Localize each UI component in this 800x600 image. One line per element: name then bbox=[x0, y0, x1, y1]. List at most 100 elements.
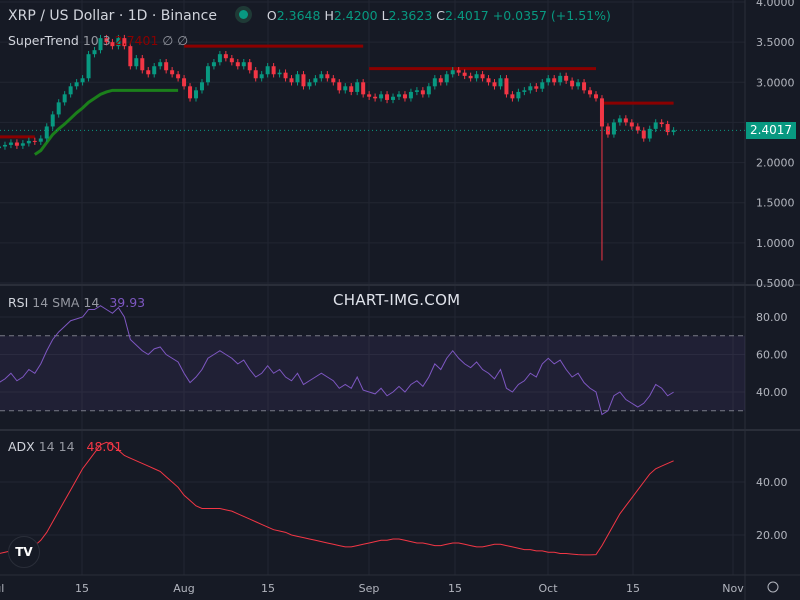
candle-body bbox=[104, 38, 109, 43]
candle-body bbox=[594, 94, 598, 99]
candle-body bbox=[2, 144, 7, 147]
candle-body bbox=[307, 82, 312, 87]
time-tick-label: 15 bbox=[448, 582, 462, 595]
time-tick-label: 15 bbox=[75, 582, 89, 595]
candle-body bbox=[211, 62, 216, 67]
tradingview-logo-icon[interactable]: TV bbox=[8, 536, 40, 568]
candle-body bbox=[223, 54, 228, 59]
supertrend-value: 2.7401 bbox=[114, 33, 159, 48]
time-tick-label: 15 bbox=[626, 582, 640, 595]
low-value: 2.3623 bbox=[388, 8, 433, 23]
candle-body bbox=[385, 94, 390, 100]
candle-body bbox=[62, 94, 67, 103]
candle-body bbox=[146, 70, 151, 75]
candle-body bbox=[152, 66, 157, 75]
close-value: 2.4017 bbox=[445, 8, 489, 23]
candle-body bbox=[38, 138, 43, 142]
time-tick-label: 15 bbox=[261, 582, 275, 595]
candle-body bbox=[188, 86, 193, 99]
candle-body bbox=[671, 130, 676, 133]
time-tick-label: Nov bbox=[722, 582, 744, 595]
candle-body bbox=[653, 122, 658, 129]
candle-body bbox=[558, 75, 563, 83]
candle-body bbox=[56, 102, 61, 115]
candle-body bbox=[343, 86, 348, 91]
candle-body bbox=[438, 78, 443, 83]
supertrend-line bbox=[33, 88, 179, 156]
price-tick-label: 0.5000 bbox=[756, 277, 795, 290]
adx-params: 14 14 bbox=[38, 439, 75, 454]
price-tick-label: 1.5000 bbox=[756, 197, 795, 210]
candle-body bbox=[176, 74, 181, 79]
candle-body bbox=[122, 38, 127, 47]
candle-body bbox=[367, 94, 372, 97]
candle-body bbox=[420, 90, 425, 95]
candle-body bbox=[277, 72, 282, 75]
candle-body bbox=[444, 74, 449, 83]
candle-body bbox=[253, 70, 258, 79]
candle-body bbox=[391, 96, 396, 100]
rsi-tick-label: 40.00 bbox=[756, 386, 788, 399]
rsi-name: RSI bbox=[8, 295, 29, 310]
time-tick-label: Oct bbox=[538, 582, 558, 595]
candle-body bbox=[426, 86, 431, 95]
adx-tick-label: 20.00 bbox=[756, 529, 788, 542]
candle-body bbox=[158, 62, 163, 67]
adx-value: 48.01 bbox=[86, 439, 123, 454]
settings-gear-icon[interactable] bbox=[767, 581, 779, 593]
candle-body bbox=[110, 42, 115, 47]
candle-body bbox=[611, 122, 616, 135]
rsi-legend[interactable]: RSI 14 SMA 14 39.93 bbox=[8, 295, 145, 310]
candle-body bbox=[74, 82, 79, 87]
adx-tick-label: 40.00 bbox=[756, 476, 788, 489]
price-tick-label: 4.0000 bbox=[756, 0, 795, 9]
candle-body bbox=[8, 142, 13, 145]
symbol-title[interactable]: XRP / US Dollar · 1D · Binance bbox=[8, 8, 217, 24]
candle-body bbox=[623, 118, 628, 123]
market-status-icon bbox=[239, 10, 249, 19]
candle-body bbox=[396, 94, 401, 97]
candle-body bbox=[271, 66, 276, 75]
candle-body bbox=[182, 78, 187, 87]
candle-body bbox=[588, 90, 593, 95]
supertrend-legend[interactable]: SuperTrend 10 3 2.7401 ∅ ∅ bbox=[8, 33, 188, 48]
candle-body bbox=[217, 54, 222, 63]
candle-body bbox=[576, 82, 581, 87]
candle-body bbox=[134, 58, 139, 67]
candle-body bbox=[450, 70, 455, 75]
candle-body bbox=[379, 94, 384, 99]
candle-body bbox=[540, 82, 545, 89]
price-tick-label: 3.5000 bbox=[756, 36, 795, 49]
candle-body bbox=[617, 118, 622, 123]
watermark: CHART-IMG.COM bbox=[333, 291, 461, 309]
candle-body bbox=[408, 91, 413, 99]
candle-body bbox=[546, 78, 551, 83]
candle-body bbox=[50, 114, 55, 127]
candle-body bbox=[349, 86, 354, 92]
candle-body bbox=[462, 72, 467, 76]
rsi-tick-label: 80.00 bbox=[756, 311, 788, 324]
candle-body bbox=[659, 122, 664, 125]
candle-body bbox=[510, 94, 515, 99]
candle-body bbox=[486, 78, 491, 83]
candle-body bbox=[164, 62, 169, 71]
rsi-band bbox=[0, 335, 745, 411]
close-label: C bbox=[436, 8, 446, 23]
candle-body bbox=[498, 78, 503, 87]
candle-body bbox=[283, 72, 288, 79]
candle-body bbox=[504, 78, 509, 95]
adx-legend[interactable]: ADX 14 14 48.01 bbox=[8, 439, 122, 454]
candle-body bbox=[313, 78, 318, 83]
candle-body bbox=[522, 90, 527, 92]
candle-body bbox=[480, 74, 485, 79]
candle-body bbox=[44, 126, 49, 139]
candle-body bbox=[229, 58, 234, 63]
candle-body bbox=[456, 70, 461, 73]
supertrend-name: SuperTrend bbox=[8, 33, 79, 48]
open-value: 2.3648 bbox=[276, 8, 321, 23]
candle-body bbox=[331, 78, 336, 83]
candle-body bbox=[170, 70, 175, 75]
candle-body bbox=[474, 74, 479, 79]
candle-body bbox=[605, 126, 610, 135]
